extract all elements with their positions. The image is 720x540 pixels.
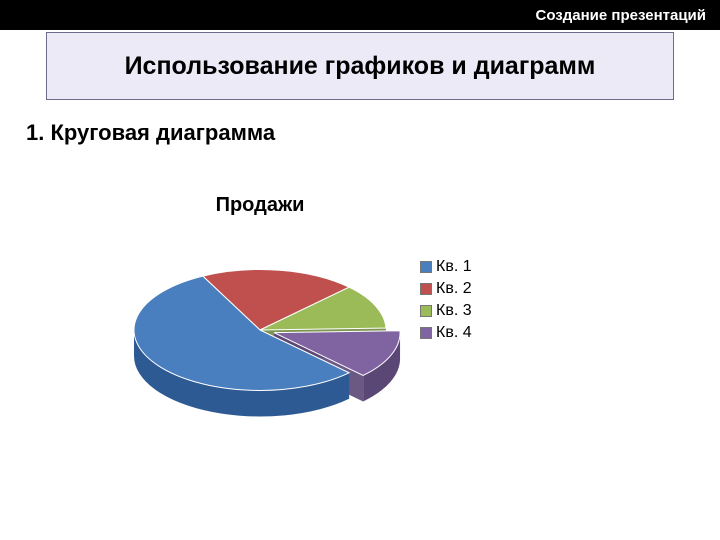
legend-label: Кв. 1 <box>436 258 472 276</box>
legend-swatch <box>420 261 432 273</box>
title-text: Использование графиков и диаграмм <box>125 52 596 81</box>
top-bar: Создание презентаций <box>0 0 720 30</box>
slide: Создание презентаций Использование графи… <box>0 0 720 540</box>
legend-item: Кв. 4 <box>420 324 472 342</box>
top-bar-text: Создание презентаций <box>536 7 707 24</box>
chart-title-text: Продажи <box>216 194 305 216</box>
legend-swatch <box>420 327 432 339</box>
legend-label: Кв. 3 <box>436 302 472 320</box>
legend-swatch <box>420 283 432 295</box>
section-text: 1. Круговая диаграмма <box>26 120 275 145</box>
legend-item: Кв. 1 <box>420 258 472 276</box>
legend-item: Кв. 2 <box>420 280 472 298</box>
legend-label: Кв. 4 <box>436 324 472 342</box>
legend-swatch <box>420 305 432 317</box>
legend-label: Кв. 2 <box>436 280 472 298</box>
section-heading: 1. Круговая диаграмма <box>26 120 275 146</box>
legend-item: Кв. 3 <box>420 302 472 320</box>
title-box: Использование графиков и диаграмм <box>46 32 674 100</box>
pie-chart <box>110 230 410 450</box>
chart-title: Продажи <box>200 194 320 217</box>
legend: Кв. 1 Кв. 2 Кв. 3 Кв. 4 <box>420 258 472 342</box>
